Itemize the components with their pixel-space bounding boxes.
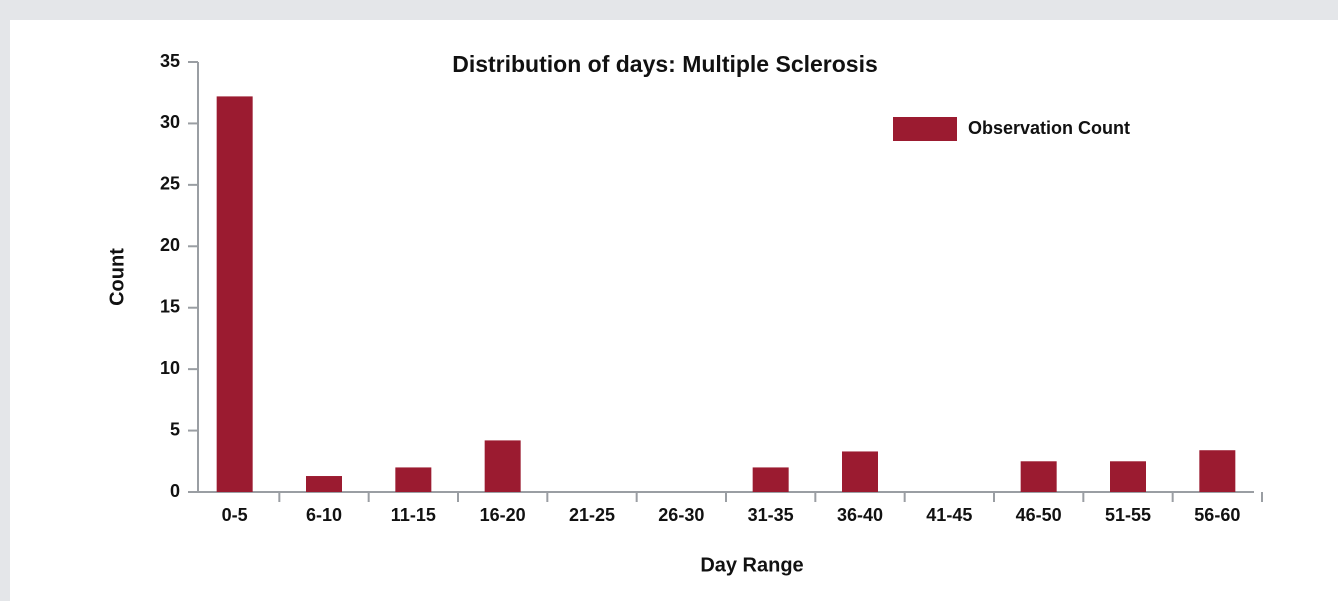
- x-tick-label: 36-40: [837, 505, 883, 525]
- x-tick-label: 41-45: [926, 505, 972, 525]
- x-tick-label: 11-15: [391, 505, 436, 525]
- y-tick-label: 15: [160, 296, 180, 316]
- chart-title: Distribution of days: Multiple Sclerosis: [452, 51, 878, 77]
- bar: [842, 451, 878, 492]
- bar: [1199, 450, 1236, 492]
- bar: [752, 467, 789, 492]
- bar: [1020, 461, 1057, 492]
- x-tick-label: 56-60: [1194, 505, 1240, 525]
- legend-label: Observation Count: [968, 118, 1130, 138]
- y-tick-label: 0: [170, 481, 180, 501]
- x-tick-label: 31-35: [748, 505, 794, 525]
- bar: [395, 467, 432, 492]
- x-tick-label: 46-50: [1016, 505, 1062, 525]
- x-tick-label: 26-30: [658, 505, 704, 525]
- y-axis-label: Count: [106, 248, 128, 306]
- x-tick-label: 0-5: [222, 505, 248, 525]
- x-tick-label: 51-55: [1105, 505, 1151, 525]
- bar: [484, 440, 521, 492]
- x-tick-label: 6-10: [306, 505, 342, 525]
- y-tick-label: 35: [160, 51, 180, 71]
- y-tick-label: 5: [170, 419, 180, 439]
- y-tick-label: 20: [160, 235, 180, 255]
- y-tick-label: 30: [160, 112, 180, 132]
- bar: [216, 96, 253, 493]
- bar: [1110, 461, 1146, 492]
- y-tick-label: 10: [160, 358, 180, 378]
- y-tick-label: 25: [160, 174, 180, 194]
- x-axis-label: Day Range: [700, 554, 803, 576]
- legend-swatch: [893, 117, 957, 141]
- x-tick-label: 21-25: [569, 505, 615, 525]
- bar: [306, 476, 342, 492]
- x-tick-label: 16-20: [480, 505, 526, 525]
